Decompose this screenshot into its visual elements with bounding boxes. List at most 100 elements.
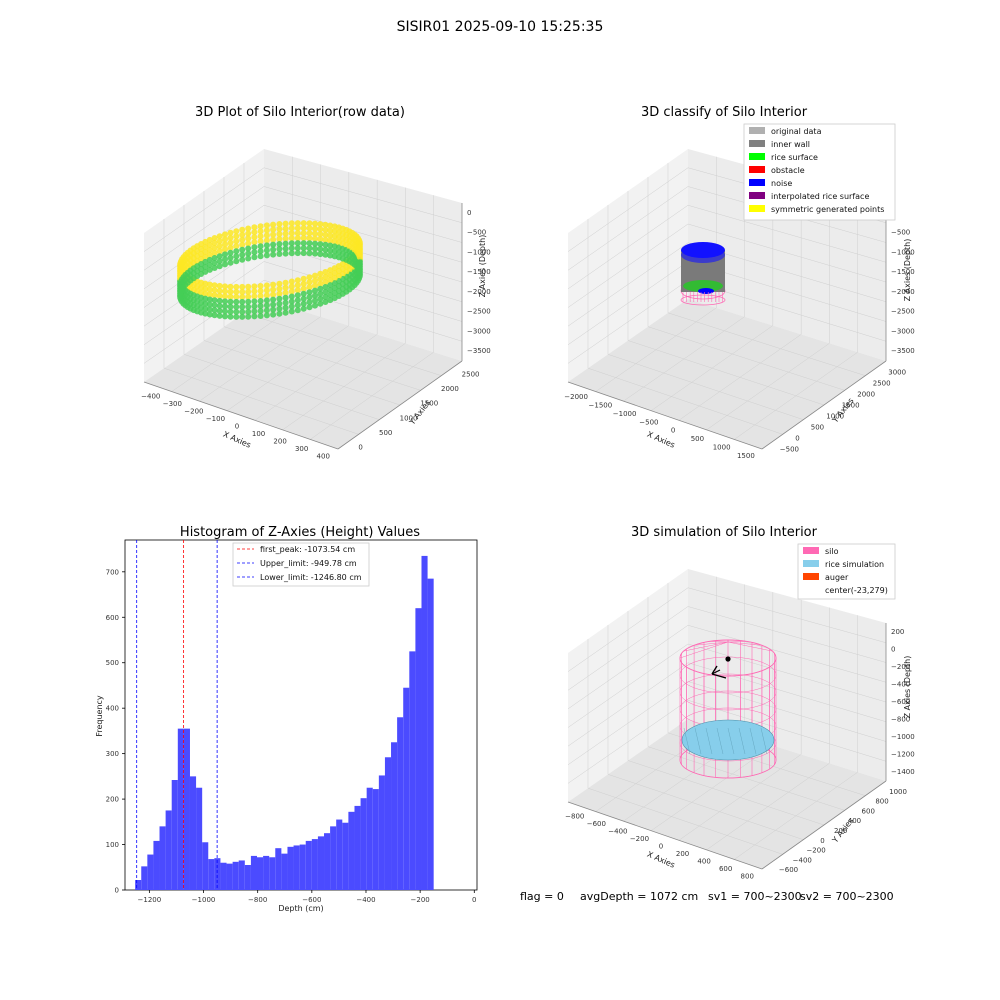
hist-bar xyxy=(275,848,282,890)
y-tick-label: 200 xyxy=(834,827,847,835)
hist-bar xyxy=(366,787,373,890)
raw-point xyxy=(251,234,258,241)
hist-bar xyxy=(281,853,288,890)
raw-point xyxy=(233,293,240,300)
grid-line-z-left xyxy=(567,205,689,290)
raw-point xyxy=(356,249,363,256)
raw-point xyxy=(227,244,234,251)
hist-bar xyxy=(135,880,142,890)
hist-bar xyxy=(269,857,276,890)
classify-legend: original data inner wall rice surface obsta… xyxy=(743,123,896,221)
raw-point xyxy=(282,240,289,247)
x-tick-label: −200 xyxy=(411,896,430,904)
hist-bar xyxy=(342,822,349,890)
raw-point xyxy=(222,246,228,253)
y-tick-label: 2000 xyxy=(441,385,459,393)
raw-point xyxy=(206,311,213,318)
raw-point xyxy=(276,236,283,242)
axis-edge-y xyxy=(337,360,463,450)
raw-point xyxy=(239,308,246,315)
raw-point xyxy=(317,300,324,307)
raw-point xyxy=(288,225,295,232)
raw-point xyxy=(222,241,228,248)
z-tick-label: 0 xyxy=(467,209,471,217)
hist-bar xyxy=(159,826,166,890)
raw-point xyxy=(331,270,338,277)
raw-point xyxy=(312,297,318,304)
raw-point xyxy=(282,284,289,291)
y-tick-label: 400 xyxy=(106,705,119,713)
raw-point xyxy=(317,246,324,253)
raw-point xyxy=(239,303,246,310)
raw-point xyxy=(288,220,295,227)
legend-label: silo xyxy=(825,547,839,556)
raw-point xyxy=(233,238,240,245)
x-tick-label: 100 xyxy=(252,430,265,438)
x-tick-label: 400 xyxy=(697,857,710,865)
raw-point xyxy=(263,312,270,319)
raw-point xyxy=(222,288,228,295)
grid-line-y xyxy=(203,340,401,406)
raw-point xyxy=(317,270,324,277)
z-tick-label: −2000 xyxy=(891,288,915,296)
raw-point xyxy=(300,285,307,292)
legend-label: obstacle xyxy=(771,166,805,175)
hist-bar xyxy=(257,857,264,890)
raw-point xyxy=(251,229,258,236)
raw-point xyxy=(300,230,307,237)
raw-point xyxy=(288,288,295,295)
raw-point xyxy=(222,231,228,238)
raw-point xyxy=(306,235,313,242)
noise-ring xyxy=(681,247,725,263)
raw-point xyxy=(227,288,234,295)
raw-point xyxy=(216,292,223,299)
raw-point xyxy=(263,282,270,289)
raw-point xyxy=(312,282,318,289)
z-tick-label: −3500 xyxy=(467,347,491,355)
axis-edge-y xyxy=(761,780,887,870)
rice-mesh xyxy=(705,727,713,755)
raw-point xyxy=(356,244,363,251)
raw-point xyxy=(322,279,329,285)
grid-line-z-right xyxy=(687,587,887,643)
hist-bar xyxy=(196,787,203,890)
z-tick-label: −2000 xyxy=(467,288,491,296)
raw-point xyxy=(276,221,283,227)
raw-point xyxy=(356,269,363,276)
hist-bar xyxy=(372,789,379,890)
classify-z-axis-label: Z Axies (Depth) xyxy=(903,239,912,302)
y-tick-label: 2500 xyxy=(873,380,891,388)
auger-arm xyxy=(711,669,721,675)
x-tick-label: −800 xyxy=(248,896,267,904)
raw-point xyxy=(233,283,240,290)
x-tick-label: 400 xyxy=(317,452,330,460)
raw-point xyxy=(202,253,209,260)
raw-point xyxy=(300,245,307,252)
rice-mesh xyxy=(749,727,757,755)
grid-line-z-left xyxy=(567,242,689,327)
hist-bar xyxy=(299,844,306,890)
raw-point xyxy=(306,250,313,257)
hist-bar xyxy=(311,839,318,890)
raw-point xyxy=(216,238,223,245)
z-tick-label: −3000 xyxy=(467,327,491,335)
y-tick-label: 600 xyxy=(106,614,119,622)
hist-bar xyxy=(226,863,233,890)
raw-point xyxy=(227,313,234,320)
raw-point xyxy=(327,252,334,259)
raw-point xyxy=(270,231,277,238)
raw-point xyxy=(294,292,301,299)
sim-axes-box xyxy=(567,569,887,870)
grid-line-z-right xyxy=(687,223,887,283)
legend-swatch xyxy=(749,205,765,212)
legend-swatch xyxy=(749,192,765,199)
raw-point xyxy=(327,222,334,229)
raw-point xyxy=(245,288,252,295)
raw-point xyxy=(294,235,301,242)
hist-bar xyxy=(165,810,172,890)
raw-point xyxy=(294,282,301,289)
raw-point xyxy=(233,258,240,265)
z-tick-label: −500 xyxy=(467,229,486,237)
raw-point xyxy=(327,287,334,294)
x-tick-label: 1500 xyxy=(737,452,755,460)
